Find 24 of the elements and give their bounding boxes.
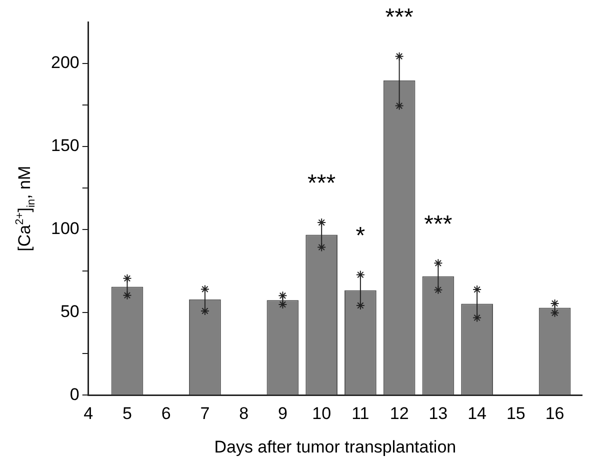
x-tick-label: 15 (506, 404, 526, 424)
x-tick-label: 6 (161, 404, 171, 424)
y-tick-label: 150 (50, 136, 80, 156)
x-tick-label: 14 (468, 404, 487, 424)
annotation: * (356, 222, 366, 250)
annotation: *** (308, 170, 336, 198)
x-tick-label: 9 (278, 404, 288, 424)
y-tick-label: 50 (60, 302, 80, 321)
x-tick-label: 13 (428, 404, 448, 424)
x-tick-label: 12 (390, 404, 409, 424)
y-axis-title: [Ca2+]in, nM (14, 166, 38, 252)
annotation: *** (424, 210, 452, 238)
y-tick-label: 100 (50, 219, 80, 238)
x-tick-label: 7 (200, 404, 210, 424)
x-axis-title: Days after tumor transplantation (214, 437, 456, 456)
y-tick-label: 0 (70, 384, 80, 404)
x-tick-label: 5 (122, 404, 132, 424)
x-tick-label: 10 (312, 404, 332, 424)
x-tick-label: 4 (84, 404, 94, 424)
x-tick-label: 8 (239, 404, 249, 424)
x-tick-label: 11 (352, 404, 370, 424)
x-tick-label: 16 (545, 404, 564, 424)
y-tick-label: 200 (50, 53, 80, 72)
annotation: *** (385, 4, 414, 31)
